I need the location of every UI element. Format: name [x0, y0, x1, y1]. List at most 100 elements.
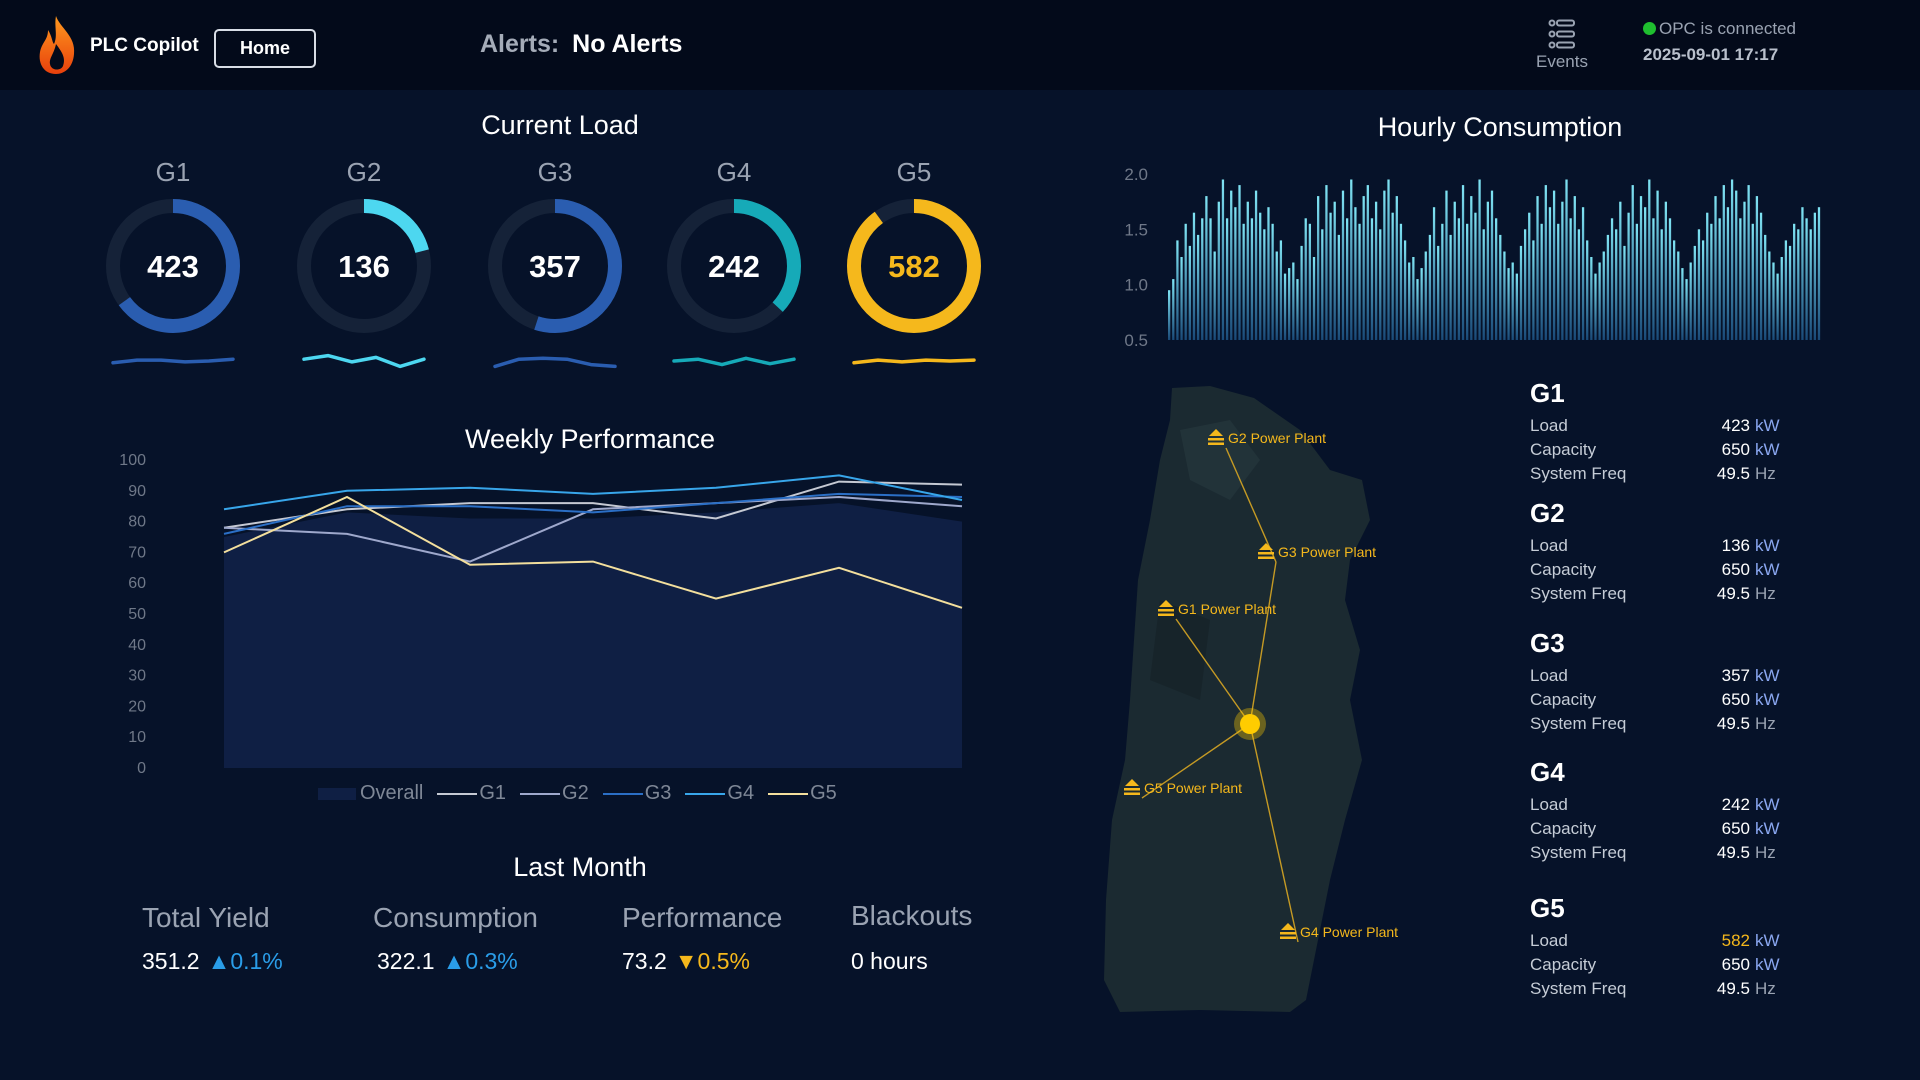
hourly-bar: [1714, 196, 1717, 340]
weekly-y-tick: 90: [128, 483, 146, 500]
generator-row: Load 136 kW: [1530, 534, 1790, 558]
hourly-bar: [1722, 185, 1725, 340]
hourly-bar: [1474, 212, 1477, 340]
hourly-bar: [1296, 279, 1299, 340]
hourly-bar: [1499, 234, 1502, 340]
hourly-bar: [1271, 223, 1274, 340]
home-button[interactable]: Home: [214, 29, 316, 68]
generator-row-unit: kW: [1755, 795, 1780, 814]
generator-name: G3: [1530, 628, 1565, 658]
gauge-value-g2: 136: [338, 249, 390, 284]
weekly-y-tick: 20: [128, 698, 146, 715]
hourly-bar: [1706, 212, 1709, 340]
hourly-bar: [1362, 196, 1365, 340]
generator-row-unit: Hz: [1755, 979, 1776, 998]
hourly-bar: [1809, 229, 1812, 340]
generator-details-g1: G1 Load 423 kW Capacity 650 kW System Freq 49.5 H…: [1530, 378, 1790, 486]
hourly-bar: [1416, 279, 1419, 340]
hourly-bar: [1768, 251, 1771, 340]
events-button[interactable]: Events: [1530, 18, 1594, 72]
hourly-bar: [1196, 234, 1200, 340]
last-month-number: 322.1: [377, 948, 435, 974]
hourly-bar: [1350, 179, 1353, 340]
gauge-arc-g2: [297, 199, 431, 333]
legend-label: G1: [479, 782, 507, 804]
gauge-sparkline-g4: [672, 356, 796, 367]
generator-name: G1: [1530, 378, 1565, 408]
hourly-bar: [1486, 201, 1489, 340]
generator-row-label: System Freq: [1530, 584, 1627, 603]
hourly-bar: [1201, 218, 1204, 340]
flame-logo-icon: [39, 16, 75, 74]
generator-row-unit: kW: [1755, 560, 1780, 579]
legend-item-g5[interactable]: G5: [768, 782, 837, 805]
generator-details-g4: G4 Load 242 kW Capacity 650 kW System Freq 49.5 H…: [1530, 757, 1790, 865]
last-month-delta: ▲0.1%: [207, 948, 283, 974]
hourly-bar: [1354, 207, 1357, 340]
last-month-delta: ▼0.5%: [674, 948, 750, 974]
gauge-sparkline-g3: [493, 356, 617, 369]
hourly-bar: [1644, 207, 1647, 340]
hourly-bar: [1693, 245, 1696, 340]
hourly-bar: [1234, 207, 1237, 340]
generator-row: Load 423 kW: [1530, 414, 1790, 438]
series-line-g1: [223, 480, 963, 529]
weekly-y-tick: 70: [128, 544, 146, 561]
hourly-bar: [1259, 212, 1262, 340]
map-plant-label[interactable]: G5 Power Plant: [1144, 780, 1243, 796]
legend-item-g3[interactable]: G3: [602, 782, 671, 805]
grid-hub[interactable]: [1240, 714, 1260, 734]
hourly-bar: [1461, 185, 1465, 340]
map-plant-label[interactable]: G3 Power Plant: [1278, 544, 1377, 560]
series-line-g4: [223, 474, 963, 511]
hourly-bar: [1466, 223, 1469, 340]
legend-label: G5: [810, 782, 837, 804]
generator-row-unit: kW: [1755, 690, 1780, 709]
last-month-label: Consumption: [373, 902, 538, 933]
hourly-bar: [1412, 257, 1415, 340]
generator-row-value: 650: [1721, 690, 1750, 709]
hourly-bar: [1333, 201, 1336, 340]
top-bar: PLC Copilot Home Alerts: No Alerts Event…: [0, 0, 1920, 90]
power-plant-icon[interactable]: [1206, 428, 1226, 448]
power-plant-icon[interactable]: [1278, 922, 1298, 942]
weekly-y-tick: 80: [128, 514, 146, 531]
hourly-bar: [1225, 218, 1229, 340]
gauge-value-g3: 357: [529, 249, 581, 284]
hourly-bar: [1739, 218, 1742, 340]
map-plant-label[interactable]: G1 Power Plant: [1178, 601, 1277, 617]
map-plant-label[interactable]: G4 Power Plant: [1300, 924, 1399, 940]
hourly-bar: [1780, 257, 1783, 340]
generator-row: System Freq 49.5 Hz: [1530, 582, 1790, 606]
generator-row: Load 582 kW: [1530, 929, 1790, 953]
last-month-delta: ▲0.3%: [442, 948, 518, 974]
hourly-consumption-title: Hourly Consumption: [1377, 112, 1623, 142]
legend-swatch: [602, 792, 643, 795]
power-plant-icon[interactable]: [1122, 778, 1142, 798]
legend-item-overall[interactable]: Overall: [318, 782, 423, 805]
map-plant-label[interactable]: G2 Power Plant: [1228, 430, 1327, 446]
generator-row: System Freq 49.5 Hz: [1530, 977, 1790, 1001]
hourly-bar: [1515, 273, 1518, 340]
generator-row-label: Load: [1530, 416, 1568, 435]
weekly-y-tick: 0: [137, 760, 146, 777]
hourly-bar: [1660, 229, 1663, 340]
hourly-bar: [1304, 218, 1307, 340]
hourly-bar: [1710, 223, 1713, 340]
legend-label: Overall: [360, 782, 424, 804]
legend-label: G2: [562, 782, 589, 804]
power-plant-icon[interactable]: [1256, 542, 1276, 562]
hourly-bar: [1478, 179, 1481, 340]
legend-item-g2[interactable]: G2: [520, 782, 589, 805]
hourly-bar: [1743, 201, 1746, 340]
legend-swatch: [685, 792, 726, 795]
legend-item-g1[interactable]: G1: [437, 782, 506, 805]
hourly-bar: [1747, 185, 1750, 340]
legend-item-g4[interactable]: G4: [685, 782, 754, 805]
generator-row-value: 49.5: [1716, 979, 1750, 998]
hourly-bar: [1292, 262, 1295, 340]
hourly-bar: [1755, 196, 1759, 340]
weekly-y-tick: 100: [119, 452, 146, 469]
power-plant-icon[interactable]: [1156, 599, 1176, 619]
